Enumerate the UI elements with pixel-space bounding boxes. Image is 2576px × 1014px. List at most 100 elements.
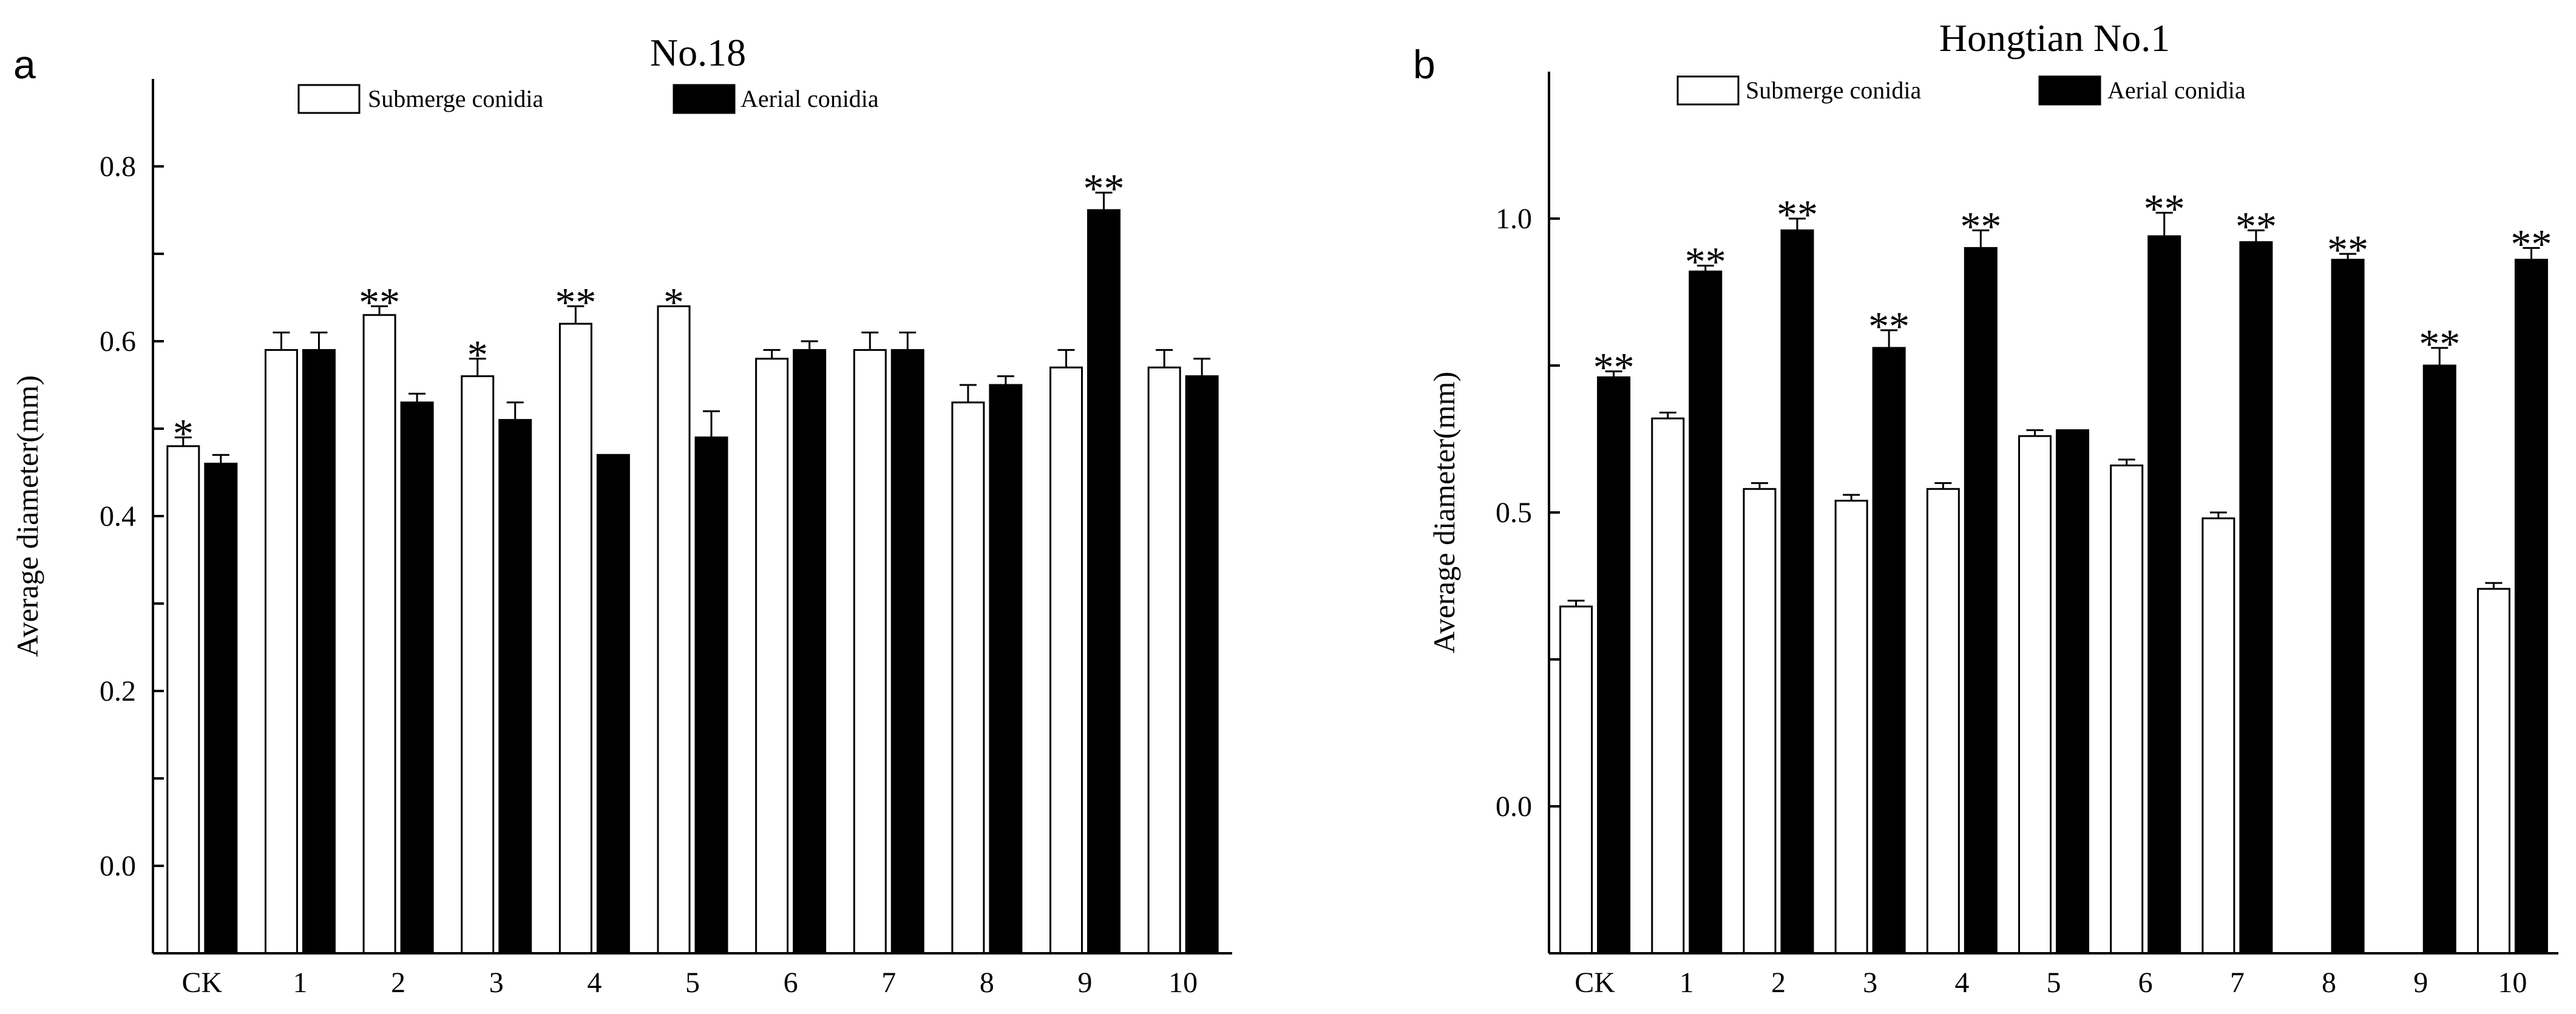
bar-aerial-3 — [498, 419, 532, 954]
bar-aerial-1 — [1689, 270, 1723, 954]
legend-label-aerial: Aerial conidia — [2107, 77, 2246, 104]
bar-submerge-4 — [558, 322, 592, 954]
x-tick-label: 10 — [1168, 967, 1198, 999]
bar-submerge-5 — [657, 305, 691, 954]
significance-mark: ** — [1083, 165, 1125, 211]
x-tick-label: 9 — [1078, 967, 1093, 999]
bar-aerial-7 — [2239, 241, 2273, 954]
y-tick-label: 0.6 — [100, 325, 136, 358]
x-tick-label: 10 — [2498, 967, 2527, 999]
bar-submerge-3 — [1834, 500, 1868, 954]
significance-mark: ** — [1685, 238, 1726, 284]
y-tick-label: 0.0 — [1496, 791, 1532, 823]
bar-submerge-7 — [853, 349, 887, 954]
x-tick-label: 3 — [1863, 967, 1877, 999]
significance-mark: * — [173, 410, 194, 456]
significance-mark: ** — [2144, 185, 2185, 231]
x-tick-label: 9 — [2413, 967, 2428, 999]
significance-mark: ** — [1868, 303, 1910, 349]
significance-mark: ** — [2510, 220, 2552, 267]
bar-aerial-CK — [1597, 376, 1631, 954]
significance-mark: * — [663, 279, 684, 325]
x-tick-label: 4 — [1954, 967, 1969, 999]
bar-aerial-9 — [1087, 209, 1121, 954]
x-tick-label: 4 — [587, 967, 602, 999]
legend-swatch-submerge — [297, 84, 361, 114]
bar-submerge-6 — [755, 358, 789, 954]
y-axis-label: Average diameter(mm) — [10, 375, 44, 657]
bar-aerial-2 — [400, 401, 434, 954]
bar-submerge-4 — [1926, 488, 1960, 954]
bar-submerge-7 — [2201, 517, 2235, 954]
panel-letter-b: b — [1413, 42, 1435, 87]
x-tick-label: 3 — [489, 967, 504, 999]
x-tick-label: 6 — [784, 967, 798, 999]
bar-aerial-4 — [1964, 247, 1998, 954]
bar-aerial-10 — [1185, 375, 1219, 954]
bar-submerge-2 — [1743, 488, 1777, 954]
bar-aerial-5 — [694, 436, 728, 954]
legend-swatch-aerial — [673, 84, 736, 114]
bar-aerial-10 — [2514, 259, 2548, 954]
bar-aerial-6 — [2147, 235, 2181, 954]
significance-mark: ** — [1593, 344, 1635, 390]
y-tick-label: 0.4 — [100, 500, 136, 533]
bar-aerial-1 — [302, 349, 336, 954]
bar-aerial-3 — [1872, 347, 1906, 954]
x-tick-label: 8 — [2322, 967, 2336, 999]
bar-submerge-9 — [1049, 366, 1083, 954]
significance-mark: * — [467, 332, 488, 378]
significance-mark: ** — [555, 279, 596, 325]
x-tick-label: 1 — [293, 967, 307, 999]
bar-aerial-8 — [2331, 259, 2365, 954]
y-tick-label: 0.0 — [100, 850, 136, 882]
chart-title: No.18 — [650, 31, 746, 74]
x-tick-label: 5 — [685, 967, 700, 999]
significance-mark: ** — [359, 279, 400, 325]
x-tick-label: CK — [1574, 967, 1615, 999]
bar-submerge-6 — [2110, 464, 2144, 954]
bar-aerial-4 — [596, 454, 630, 954]
x-tick-label: 8 — [980, 967, 994, 999]
x-tick-label: 7 — [2230, 967, 2245, 999]
significance-mark: ** — [1777, 191, 1818, 237]
bar-submerge-8 — [951, 401, 985, 954]
bar-aerial-9 — [2422, 364, 2456, 954]
bar-submerge-10 — [1147, 366, 1181, 954]
bar-submerge-3 — [461, 375, 495, 954]
significance-mark: ** — [2327, 226, 2368, 273]
bar-submerge-CK — [166, 445, 200, 954]
x-tick-label: 5 — [2047, 967, 2061, 999]
bar-aerial-2 — [1780, 229, 1814, 954]
chart-title: Hongtian No.1 — [1939, 16, 2170, 60]
y-tick-label: 0.2 — [100, 675, 136, 707]
legend-swatch-submerge — [1676, 75, 1740, 106]
bar-aerial-6 — [793, 349, 827, 954]
bar-submerge-5 — [2018, 435, 2052, 954]
legend-label-submerge: Submerge conidia — [1746, 77, 1921, 104]
significance-mark: ** — [2419, 321, 2460, 367]
x-tick-label: 1 — [1679, 967, 1694, 999]
bar-submerge-2 — [362, 314, 396, 954]
bar-aerial-8 — [989, 384, 1023, 954]
significance-mark: ** — [2235, 203, 2277, 249]
y-axis-label: Average diameter(mm) — [1427, 372, 1461, 653]
significance-mark: ** — [1960, 203, 2001, 249]
bar-submerge-10 — [2476, 588, 2510, 954]
chart-2: Hongtian No.1 Submerge conidia Aerial coni… — [1427, 16, 2558, 999]
bar-submerge-1 — [264, 349, 298, 954]
x-tick-label: 2 — [391, 967, 405, 999]
x-tick-label: 7 — [881, 967, 896, 999]
x-tick-label: 2 — [1771, 967, 1786, 999]
bar-submerge-1 — [1651, 417, 1685, 954]
bar-submerge-CK — [1559, 605, 1593, 954]
bar-aerial-7 — [890, 349, 924, 954]
bar-aerial-CK — [204, 463, 238, 954]
panel-letter-a: a — [13, 42, 36, 87]
legend-label-aerial: Aerial conidia — [741, 85, 879, 112]
legend-label-submerge: Submerge conidia — [368, 85, 543, 112]
y-tick-label: 0.5 — [1496, 497, 1532, 529]
x-tick-label: CK — [181, 967, 222, 999]
legend-swatch-aerial — [2038, 75, 2101, 106]
